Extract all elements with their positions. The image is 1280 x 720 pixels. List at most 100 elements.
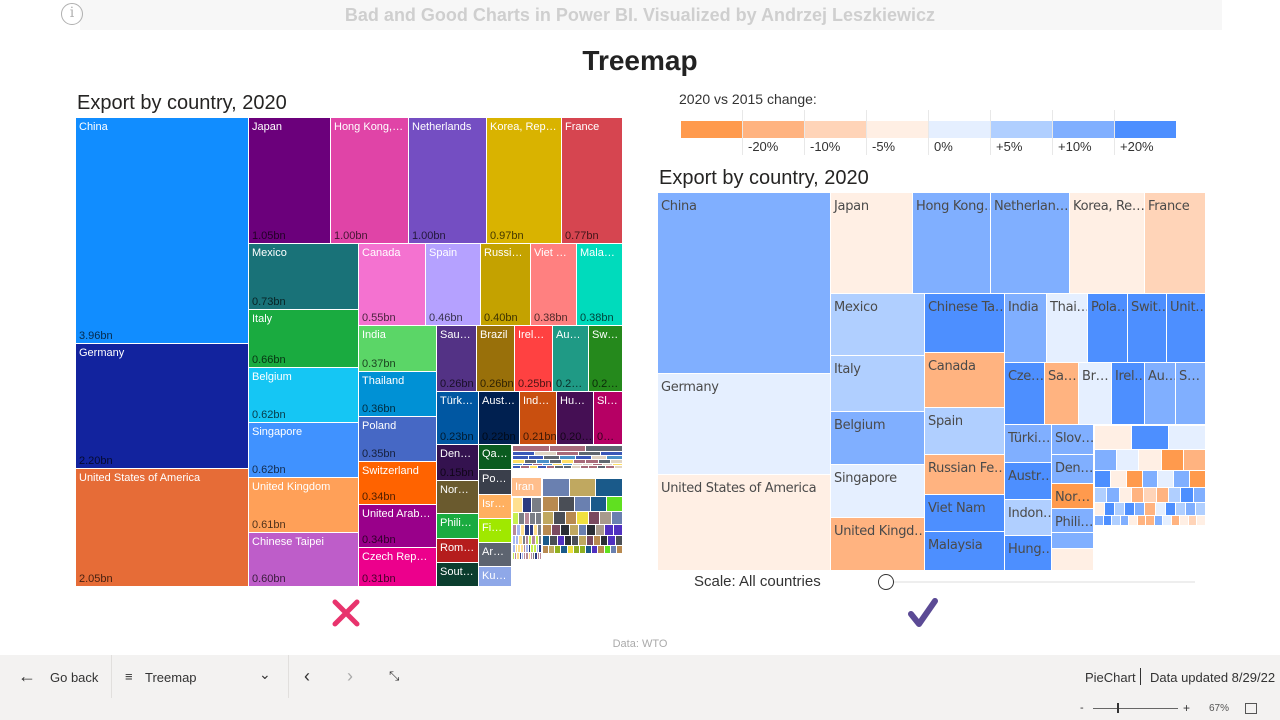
treemap-tile[interactable]: Hung… [1005,536,1051,570]
treemap-tile[interactable]: Fi… [479,519,511,542]
small-country-tile[interactable] [598,460,610,463]
treemap-tile[interactable]: Ind… 0.21bn [520,392,556,444]
small-country-tile[interactable] [603,463,612,466]
treemap-tile[interactable]: Brazil 0.26bn [477,326,514,391]
small-country-tile[interactable] [516,536,519,545]
treemap-tile[interactable]: United States of America [658,475,830,570]
small-country-tile[interactable] [526,545,528,552]
treemap-tile[interactable]: Italy [831,356,924,411]
small-country-tile[interactable] [522,498,532,512]
small-country-tile[interactable] [1119,488,1131,502]
treemap-tile[interactable]: Hu… 0.20… [557,392,593,444]
small-country-tile[interactable] [523,545,526,552]
small-country-tile[interactable] [1132,488,1144,502]
small-country-tile[interactable] [557,451,578,456]
small-country-tile[interactable] [1163,515,1171,526]
small-country-tile[interactable] [530,512,536,525]
treemap-tile[interactable]: Türk… 0.23bn [437,392,478,444]
treemap-tile[interactable]: Mala… 0.38bn [577,244,622,325]
small-country-tile[interactable] [555,466,563,468]
small-country-tile[interactable] [532,498,541,512]
small-country-tile[interactable] [1110,470,1126,488]
treemap-tile[interactable]: Ar… [479,543,511,566]
small-country-tile[interactable] [1142,470,1158,488]
small-country-tile[interactable] [579,536,586,545]
small-country-tile[interactable] [535,536,538,545]
small-country-tile[interactable] [583,463,592,466]
small-country-tile[interactable] [513,446,549,451]
treemap-tile[interactable]: Isr… [479,495,511,518]
treemap-tile[interactable]: Sw… 0.2… [589,326,622,391]
treemap-tile[interactable]: Viet Nam [925,495,1004,531]
small-country-tile[interactable] [523,463,532,466]
small-country-tile[interactable] [525,460,537,463]
small-country-tile[interactable] [519,553,521,559]
treemap-tile[interactable]: Po… [479,470,511,494]
treemap-tile[interactable]: India [1005,294,1046,362]
treemap-tile[interactable]: Unit… [1167,294,1205,362]
small-country-tile[interactable] [513,536,516,545]
small-country-tile[interactable] [561,545,567,553]
small-country-tile[interactable] [567,545,573,553]
small-country-tile[interactable] [565,512,577,525]
small-country-tile[interactable] [513,463,522,466]
treemap-tile[interactable]: S… [1176,363,1205,424]
small-country-tile[interactable] [1103,515,1112,526]
small-country-tile[interactable] [557,536,564,545]
treemap-tile[interactable]: Mexico 0.73bn [249,244,358,309]
treemap-tile[interactable]: Russian Fe… [925,455,1004,494]
small-country-tile[interactable] [513,525,517,536]
treemap-tile[interactable]: Japan [831,193,912,293]
small-country-tile[interactable] [1137,515,1146,526]
treemap-tile[interactable]: Hong Kong,… 1.00bn [331,118,408,243]
small-country-tile[interactable] [544,456,560,460]
small-country-tile[interactable] [535,451,556,456]
small-country-tile[interactable] [1115,503,1125,515]
small-country-tile[interactable] [513,460,525,463]
small-country-tile[interactable] [614,525,622,536]
treemap-tile[interactable]: Hong Kong… [913,193,990,293]
small-country-tile[interactable] [521,553,524,559]
small-country-tile[interactable] [555,545,561,553]
small-country-tile[interactable] [535,553,537,559]
small-country-tile[interactable] [528,545,531,552]
treemap-tile[interactable]: Germany [658,374,830,474]
small-country-tile[interactable] [533,553,535,559]
treemap-tile[interactable]: Korea, Rep… 0.97bn [487,118,561,243]
small-country-tile[interactable] [563,466,572,468]
small-country-tile[interactable] [513,512,518,525]
small-country-tile[interactable] [539,545,541,552]
small-country-tile[interactable] [1112,515,1120,526]
small-country-tile[interactable] [518,545,520,552]
small-country-tile[interactable] [1165,503,1175,515]
small-country-tile[interactable] [1139,450,1161,470]
small-country-tile[interactable] [1120,515,1129,526]
treemap-tile[interactable]: Switzerland 0.34bn [359,462,436,504]
small-country-tile[interactable] [532,536,535,545]
small-country-tile[interactable] [572,466,580,468]
small-country-tile[interactable] [592,545,598,553]
small-country-tile[interactable] [536,512,541,525]
treemap-tile[interactable]: India 0.37bn [359,326,436,371]
small-country-tile[interactable] [586,545,592,553]
small-country-tile[interactable] [1169,426,1205,450]
treemap-tile[interactable]: Viet … 0.38bn [531,244,576,325]
small-country-tile[interactable] [610,545,616,553]
treemap-tile[interactable]: Pola… [1088,294,1127,362]
small-country-tile[interactable] [543,536,550,545]
small-country-tile[interactable] [1193,488,1205,502]
small-country-tile[interactable] [564,536,572,545]
small-country-tile[interactable] [534,545,536,552]
small-country-tile[interactable] [520,545,523,552]
small-country-tile[interactable] [1154,515,1163,526]
small-country-tile[interactable] [533,463,542,466]
small-country-tile[interactable] [553,463,562,466]
small-country-tile[interactable] [615,536,622,545]
small-country-tile[interactable] [513,451,534,456]
small-country-tile[interactable] [529,466,538,468]
small-country-tile[interactable] [596,525,605,536]
treemap-tile[interactable]: Canada [925,353,1004,407]
small-country-tile[interactable] [593,536,601,545]
treemap-tile[interactable]: Indon… [1005,500,1051,535]
small-country-tile[interactable] [563,463,572,466]
